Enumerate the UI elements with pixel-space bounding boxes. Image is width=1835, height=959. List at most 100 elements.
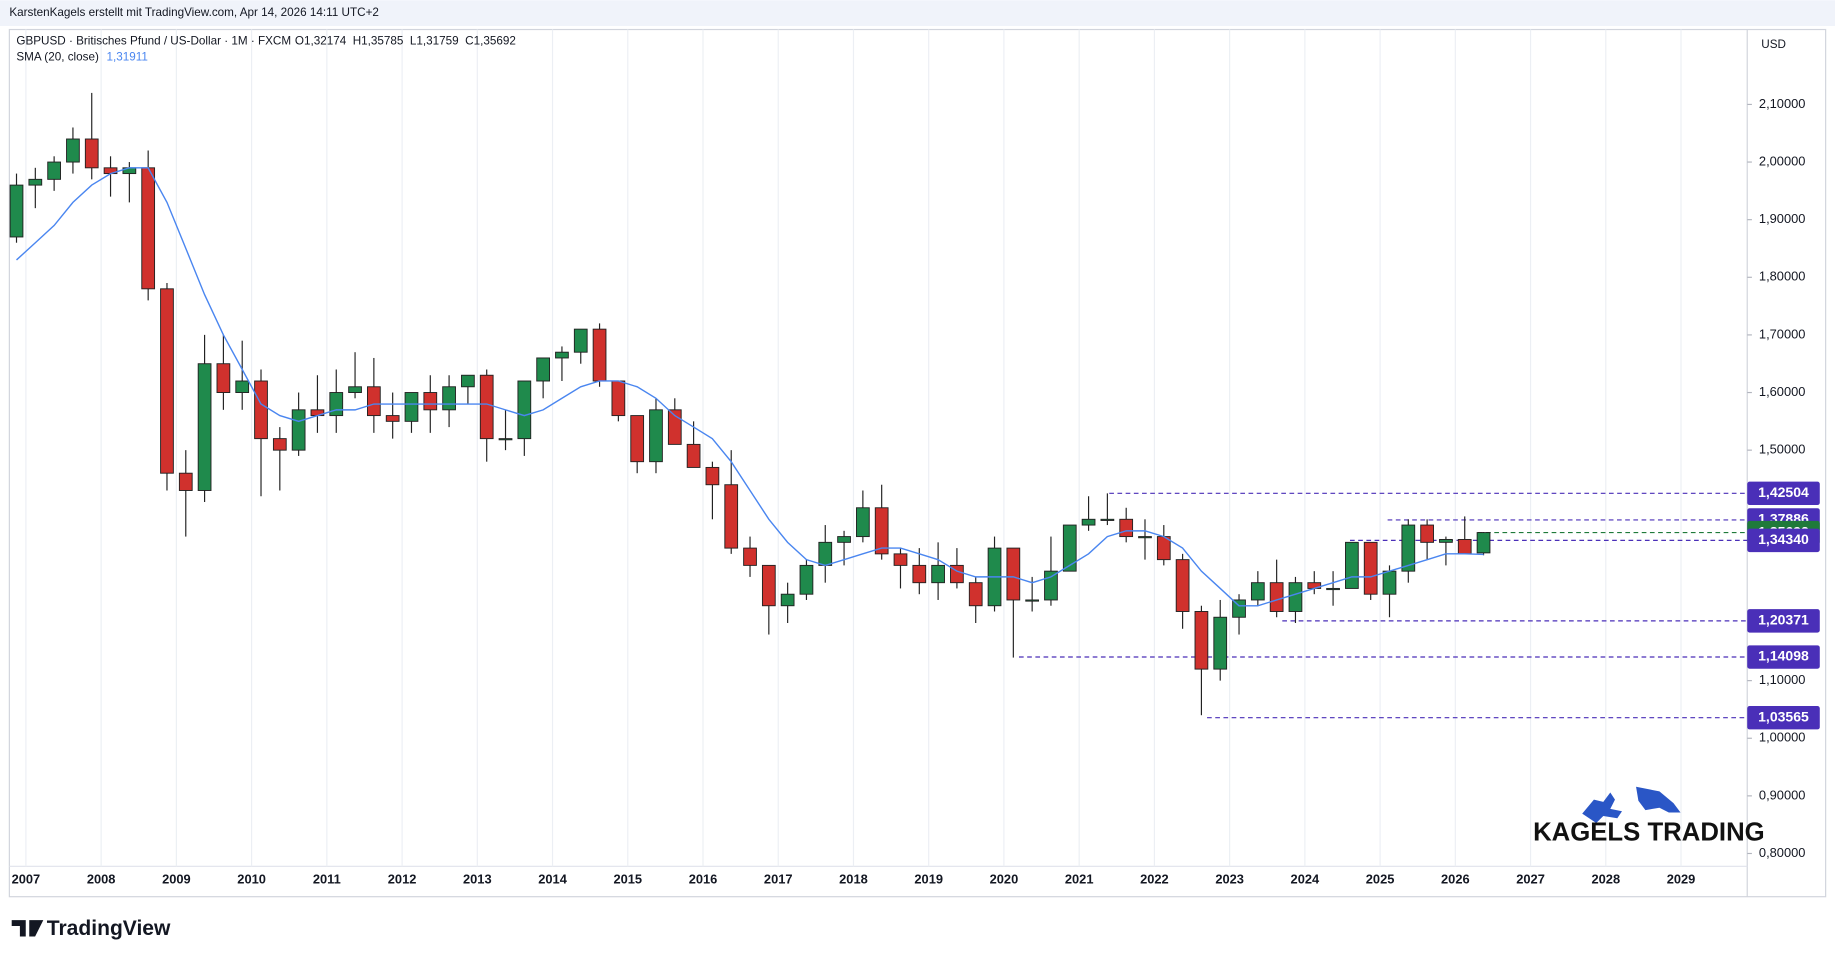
candle-body	[592, 328, 607, 382]
candle-body	[743, 547, 757, 566]
x-tick-label: 2023	[1215, 872, 1244, 887]
candle-body	[517, 380, 532, 440]
candle-body	[272, 438, 287, 451]
candle-body	[686, 443, 701, 468]
x-tick-label: 2025	[1366, 872, 1395, 887]
candle-body	[442, 386, 456, 411]
x-tick-label: 2016	[689, 872, 718, 887]
level-label-bg	[1747, 609, 1820, 633]
x-tick-label: 2028	[1591, 872, 1620, 887]
level-label-bg	[1747, 528, 1820, 553]
y-tick-label: 1,90000	[1759, 211, 1805, 226]
candle-body	[461, 374, 475, 388]
candle-body	[28, 178, 43, 186]
level-label: 1,42504	[1758, 484, 1809, 500]
candle-body	[893, 553, 908, 566]
levels	[1018, 492, 1748, 719]
candle-body	[649, 409, 663, 463]
y-tick-label: 2,10000	[1759, 96, 1805, 111]
candle-body	[1288, 582, 1303, 612]
footer: TradingView	[11, 917, 171, 940]
candle-body	[1363, 541, 1378, 595]
candle-body	[1269, 582, 1284, 612]
candle-body	[968, 582, 983, 607]
candle-body	[818, 541, 833, 566]
candle-body	[197, 363, 212, 491]
candle-body	[1100, 518, 1115, 521]
candle-body	[1345, 541, 1359, 589]
candle-body	[705, 466, 720, 486]
candle-body	[423, 392, 438, 411]
candle-body	[780, 593, 795, 607]
candle-body	[1326, 587, 1340, 591]
ohlc-legend: O1,32174 H1,35785 L1,31759 C1,35692	[295, 34, 516, 47]
level-label: 1,03565	[1758, 708, 1809, 724]
candle-body	[404, 392, 419, 422]
candle-body	[178, 472, 193, 491]
candle-body	[667, 409, 682, 445]
candle-body	[160, 288, 174, 474]
x-tick-label: 2015	[613, 872, 642, 887]
candle-body	[1044, 570, 1058, 601]
y-tick-label: 2,00000	[1759, 153, 1805, 168]
x-tick-label: 2018	[839, 872, 868, 887]
candle-body	[1420, 524, 1434, 543]
scale-labels: 2007 2008 2009 2010 2011 2012 2013 2014 2015 2016…	[12, 96, 1820, 887]
author-line: KarstenKagels erstellt mit TradingView.c…	[9, 6, 379, 19]
y-tick-label: 0,80000	[1759, 845, 1805, 860]
candle-body	[367, 386, 381, 417]
x-tick-label: 2010	[237, 872, 266, 887]
x-tick-label: 2012	[388, 872, 417, 887]
bull-icon	[1582, 792, 1623, 823]
candle-body	[235, 380, 250, 393]
x-tick-label: 2007	[12, 872, 41, 887]
level-label: 1,34340	[1758, 531, 1809, 547]
candle-body	[1138, 536, 1152, 539]
top-bar	[0, 0, 1835, 27]
tv-logo	[11, 920, 44, 937]
candle-body	[9, 184, 24, 238]
candle-body	[630, 415, 645, 463]
x-tick-label: 2017	[764, 872, 793, 887]
x-tick-label: 2013	[463, 872, 492, 887]
candle-body	[1439, 538, 1453, 543]
candle-body	[837, 536, 851, 543]
candle-body	[498, 438, 513, 441]
candle-body	[329, 392, 344, 417]
x-tick-label: 2011	[313, 872, 341, 887]
x-tick-label: 2029	[1667, 872, 1696, 887]
candle-body	[479, 374, 494, 440]
candle-body	[1213, 616, 1228, 670]
candle-body	[573, 328, 588, 353]
y-tick-label: 1,50000	[1759, 442, 1805, 457]
candle-body	[291, 409, 306, 451]
y-tick-label: 1,70000	[1759, 326, 1805, 341]
x-tick-label: 2019	[914, 872, 943, 887]
indicator-name: SMA (20, close)	[16, 51, 99, 64]
y-tick-label: 1,00000	[1759, 730, 1805, 745]
level-label-bg	[1747, 481, 1820, 506]
watermark-text: KAGELS TRADING	[1533, 818, 1765, 846]
candle-body	[385, 415, 400, 422]
candle-body	[348, 386, 362, 393]
candle-body	[912, 564, 927, 584]
candle-body	[1250, 582, 1265, 601]
y-tick-label: 1,60000	[1759, 384, 1805, 399]
tv-brand: TradingView	[47, 917, 171, 940]
candle-body	[1062, 524, 1077, 572]
sma-line	[16, 167, 1484, 607]
candle-body	[799, 564, 814, 595]
indicator-value: 1,31911	[106, 51, 147, 64]
x-tick-label: 2024	[1291, 872, 1320, 887]
candle-body	[536, 357, 550, 382]
candle-body	[1194, 611, 1209, 670]
x-tick-label: 2022	[1140, 872, 1169, 887]
candle-body	[1081, 518, 1096, 526]
candle-body	[874, 507, 889, 555]
candle-body	[141, 167, 156, 290]
x-tick-label: 2008	[87, 872, 116, 887]
candle-body	[555, 351, 569, 359]
candle-body	[1025, 599, 1040, 602]
level-label: 1,20371	[1758, 612, 1809, 628]
